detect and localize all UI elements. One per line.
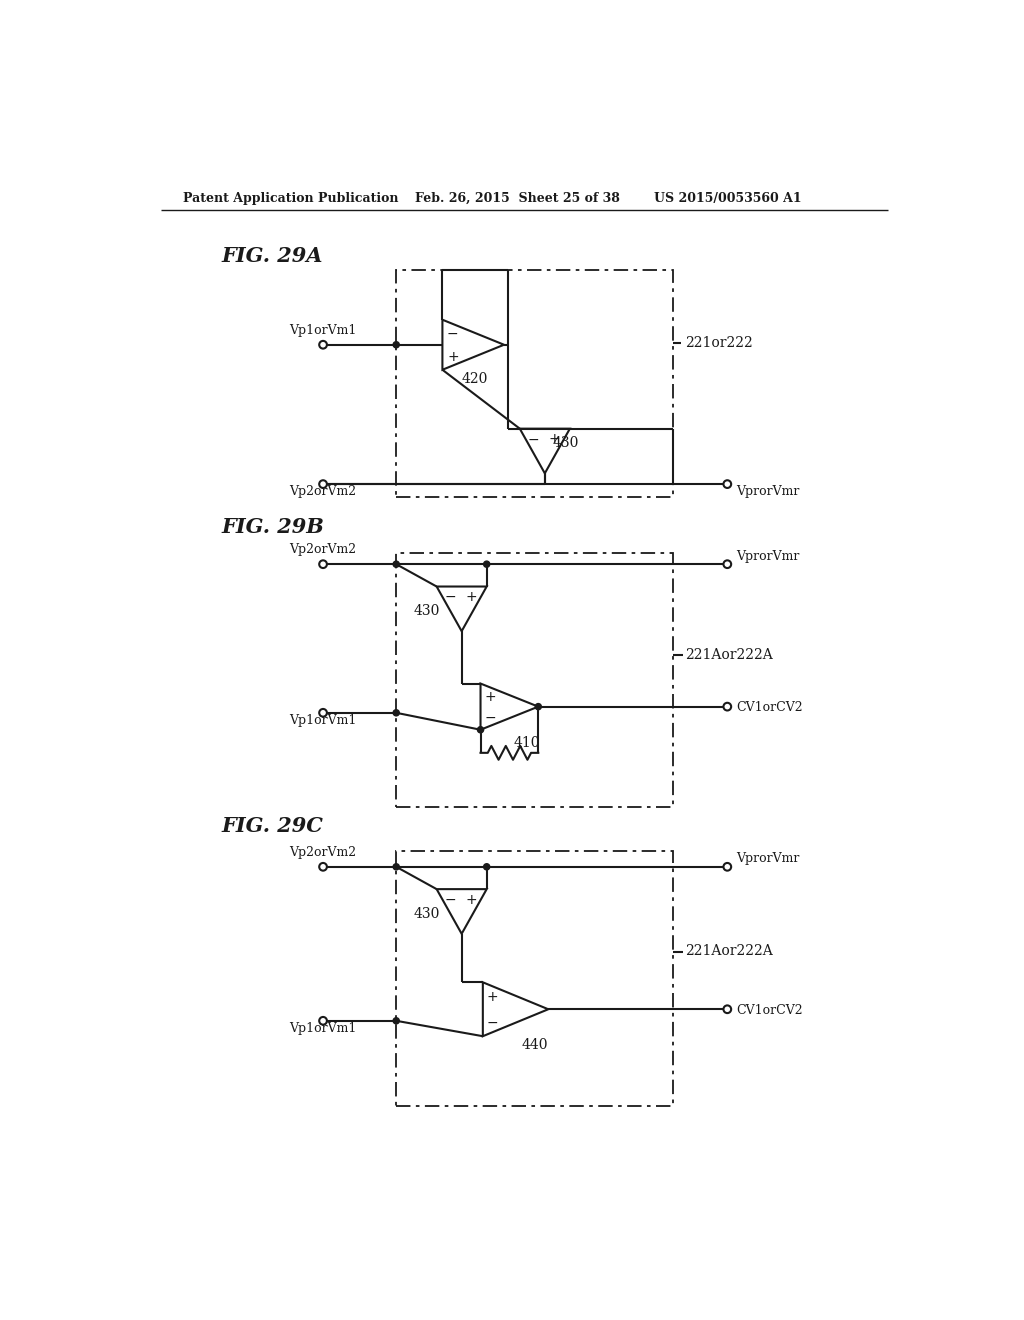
- Text: −: −: [486, 1016, 499, 1030]
- Text: +: +: [486, 990, 499, 1005]
- Text: +: +: [447, 350, 459, 364]
- Text: FIG. 29C: FIG. 29C: [221, 816, 324, 836]
- Bar: [396, 553, 674, 807]
- Text: FIG. 29A: FIG. 29A: [221, 247, 323, 267]
- Text: −: −: [528, 433, 540, 446]
- Text: Patent Application Publication: Patent Application Publication: [183, 191, 398, 205]
- Text: +: +: [549, 433, 560, 446]
- Circle shape: [483, 561, 489, 568]
- Text: CV1orCV2: CV1orCV2: [736, 701, 803, 714]
- Text: Vp2orVm2: Vp2orVm2: [290, 544, 356, 557]
- Text: CV1orCV2: CV1orCV2: [736, 1005, 803, 1016]
- Text: Vp2orVm2: Vp2orVm2: [290, 484, 356, 498]
- Circle shape: [483, 863, 489, 870]
- Text: 420: 420: [462, 372, 488, 387]
- Text: Vp1orVm1: Vp1orVm1: [290, 1022, 356, 1035]
- Text: VprorVmr: VprorVmr: [736, 853, 800, 865]
- Text: 410: 410: [513, 735, 540, 750]
- Text: +: +: [466, 590, 477, 605]
- Text: 430: 430: [414, 605, 440, 618]
- Circle shape: [393, 710, 399, 715]
- Text: US 2015/0053560 A1: US 2015/0053560 A1: [654, 191, 802, 205]
- Text: +: +: [484, 689, 496, 704]
- Circle shape: [393, 1018, 399, 1024]
- Text: Vp1orVm1: Vp1orVm1: [290, 714, 356, 726]
- Circle shape: [393, 561, 399, 568]
- Text: VprorVmr: VprorVmr: [736, 484, 800, 498]
- Text: 221Aor222A: 221Aor222A: [685, 648, 773, 661]
- Circle shape: [477, 726, 483, 733]
- Bar: [396, 851, 674, 1106]
- Text: 430: 430: [414, 907, 440, 920]
- Text: −: −: [447, 327, 459, 341]
- Circle shape: [536, 704, 542, 710]
- Text: 221or222: 221or222: [685, 337, 753, 350]
- Text: VprorVmr: VprorVmr: [736, 549, 800, 562]
- Text: 430: 430: [553, 436, 579, 450]
- Text: Vp2orVm2: Vp2orVm2: [290, 846, 356, 859]
- Text: FIG. 29B: FIG. 29B: [221, 517, 325, 537]
- Text: 221Aor222A: 221Aor222A: [685, 944, 773, 958]
- Text: 440: 440: [521, 1039, 548, 1052]
- Text: Vp1orVm1: Vp1orVm1: [290, 323, 356, 337]
- Text: −: −: [484, 711, 496, 725]
- Circle shape: [393, 863, 399, 870]
- Bar: [396, 271, 674, 498]
- Text: Feb. 26, 2015  Sheet 25 of 38: Feb. 26, 2015 Sheet 25 of 38: [416, 191, 621, 205]
- Text: −: −: [444, 590, 457, 605]
- Circle shape: [393, 342, 399, 348]
- Text: +: +: [466, 892, 477, 907]
- Text: −: −: [444, 892, 457, 907]
